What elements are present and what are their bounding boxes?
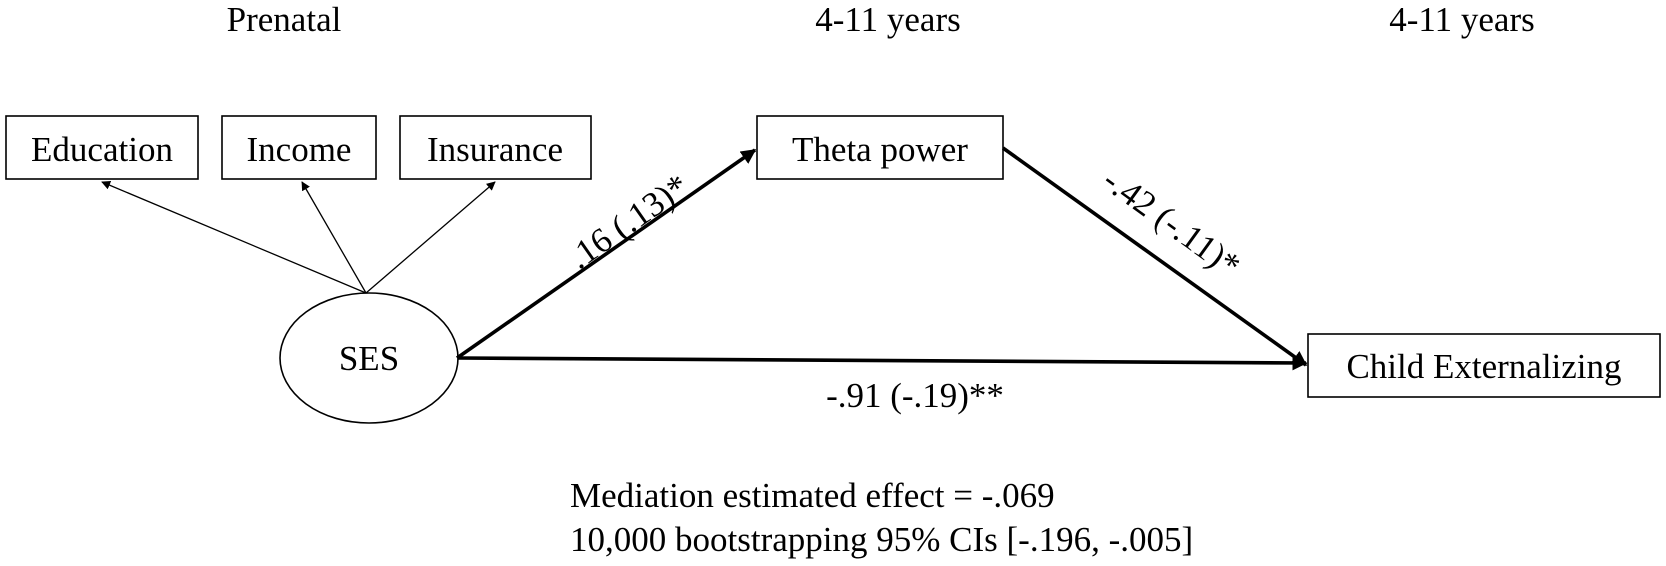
- ses-to-insurance-arrow: [365, 181, 496, 294]
- header-prenatal: Prenatal: [227, 0, 342, 39]
- insurance-label: Insurance: [427, 130, 563, 169]
- education-label: Education: [31, 130, 173, 169]
- insurance-node: Insurance: [399, 115, 592, 180]
- theta-power-label: Theta power: [792, 130, 968, 169]
- b-path-coefficient: -.42 (-.11)*: [1096, 160, 1248, 285]
- bootstrap-ci-note: 10,000 bootstrapping 95% CIs [-.196, -.0…: [570, 520, 1193, 559]
- income-node: Income: [221, 115, 377, 180]
- ses-to-externalizing-arrow: [457, 355, 1308, 371]
- ses-to-income-arrow: [301, 181, 367, 294]
- child-externalizing-node: Child Externalizing: [1307, 333, 1661, 398]
- a-path-coefficient: .16 (.13)*: [561, 166, 696, 277]
- ses-node: SES: [279, 292, 459, 424]
- income-label: Income: [247, 130, 352, 169]
- education-node: Education: [5, 115, 199, 180]
- c-path-coefficient: -.91 (-.19)**: [826, 376, 1004, 415]
- child-externalizing-label: Child Externalizing: [1346, 347, 1621, 386]
- header-mediator-age: 4-11 years: [815, 0, 960, 39]
- theta-to-externalizing-arrow: [1001, 146, 1308, 367]
- theta-power-node: Theta power: [756, 115, 1004, 180]
- ses-label: SES: [339, 339, 399, 378]
- ses-to-education-arrow: [101, 180, 367, 294]
- mediation-effect-note: Mediation estimated effect = -.069: [570, 476, 1055, 515]
- ses-to-theta-arrow: [455, 148, 757, 360]
- header-outcome-age: 4-11 years: [1389, 0, 1534, 39]
